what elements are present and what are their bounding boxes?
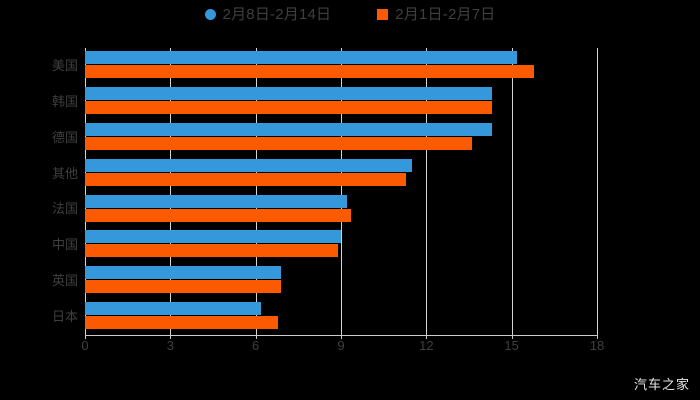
bar-series-2[interactable] — [85, 244, 339, 258]
bar-rows — [85, 48, 597, 335]
square-icon — [377, 9, 389, 20]
bar-row — [85, 192, 597, 228]
y-axis-label: 其他 — [51, 165, 78, 181]
bar-series-2[interactable] — [85, 280, 282, 294]
x-axis-tick-labels: 0 3 6 9 12 15 18 — [81, 334, 604, 355]
bar-row — [85, 156, 597, 192]
legend-item-series-1[interactable]: 2月8日-2月14日 — [204, 6, 332, 23]
y-axis-label: 德国 — [51, 129, 78, 145]
x-axis-tick-mark — [426, 334, 428, 339]
x-axis-tick-mark — [170, 334, 172, 339]
gridline — [597, 48, 598, 335]
bar-series-2[interactable] — [85, 172, 407, 186]
bar-row — [85, 227, 597, 263]
bar-row — [85, 263, 597, 299]
legend-label-series-2: 2月1日-2月7日 — [395, 6, 496, 23]
x-axis-tick-mark — [511, 334, 513, 339]
bar-series-2[interactable] — [85, 65, 535, 78]
x-axis-tick-label: 12 — [419, 338, 434, 353]
y-axis-label: 日本 — [51, 309, 78, 325]
x-axis-tick-mark — [255, 334, 257, 339]
bar-series-2[interactable] — [85, 136, 472, 150]
x-axis-tick-mark — [85, 334, 86, 339]
bar-series-1[interactable] — [85, 51, 518, 64]
x-axis-tick-label: 3 — [166, 338, 174, 353]
bar-series-1[interactable] — [85, 266, 282, 280]
x-axis-tick-label: 18 — [589, 338, 605, 353]
watermark: 汽车之家 — [633, 377, 690, 392]
bar-row — [85, 120, 597, 156]
y-axis-label: 中国 — [51, 237, 78, 253]
x-axis-tick-label: 6 — [252, 338, 260, 353]
bar-series-1[interactable] — [85, 122, 492, 136]
y-axis-label: 韩国 — [51, 93, 78, 109]
bar-series-1[interactable] — [85, 302, 262, 316]
y-axis-label: 美国 — [51, 57, 78, 73]
bar-row — [85, 299, 597, 335]
bar-series-1[interactable] — [85, 194, 347, 208]
bar-series-2[interactable] — [85, 316, 279, 330]
plot-area — [85, 48, 598, 335]
x-axis-tick-label: 0 — [81, 338, 89, 353]
x-axis-tick-label: 15 — [504, 338, 519, 353]
chart-legend: 2月8日-2月14日 2月1日-2月7日 — [0, 7, 700, 22]
legend-label-series-1: 2月8日-2月14日 — [222, 6, 332, 23]
bar-row — [85, 48, 597, 84]
x-axis-tick-label: 9 — [337, 338, 345, 353]
bar-series-1[interactable] — [85, 86, 492, 100]
bar-series-2[interactable] — [85, 208, 351, 222]
bar-series-2[interactable] — [85, 100, 492, 114]
bar-series-1[interactable] — [85, 230, 341, 244]
x-axis-tick-mark — [597, 334, 598, 339]
bar-series-1[interactable] — [85, 158, 413, 172]
legend-item-series-2[interactable]: 2月1日-2月7日 — [377, 7, 495, 22]
x-axis-tick-mark — [341, 334, 342, 339]
circle-icon — [204, 9, 216, 20]
y-axis-label: 法国 — [51, 201, 78, 217]
bar-row — [85, 84, 597, 120]
y-axis-labels: 美国韩国德国其他法国中国英国日本 — [0, 48, 78, 335]
y-axis-label: 英国 — [51, 273, 78, 289]
